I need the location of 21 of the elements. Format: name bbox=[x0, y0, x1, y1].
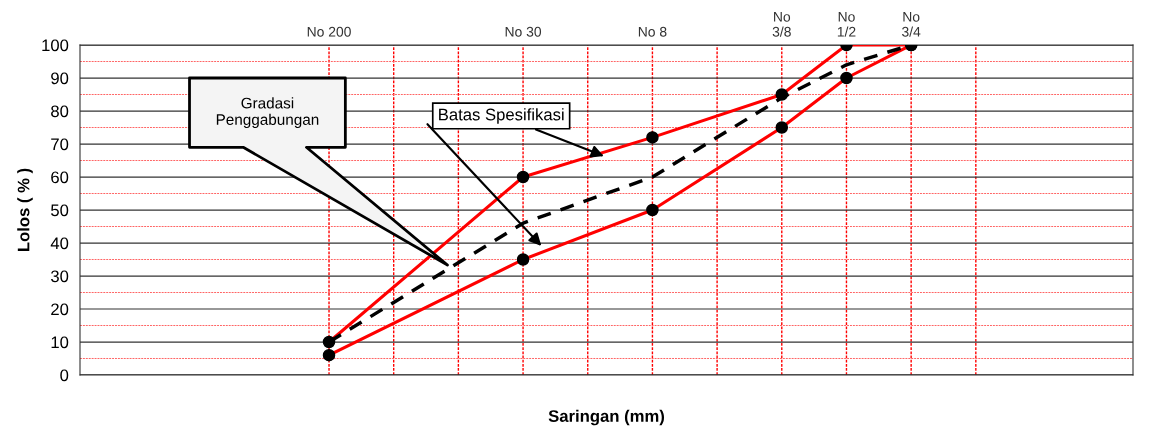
x-tick-label: No 3/8 bbox=[772, 12, 791, 37]
y-tick-label: 40 bbox=[50, 237, 69, 250]
y-tick-label: 100 bbox=[42, 39, 69, 52]
x-tick-label: No 1/2 bbox=[837, 12, 856, 37]
y-tick-label: 50 bbox=[51, 204, 69, 217]
y-tick-label: 30 bbox=[50, 270, 69, 283]
annotation: Gradasi Penggabungan bbox=[216, 97, 319, 128]
y-tick-label: 10 bbox=[51, 336, 69, 349]
y-tick-label: 20 bbox=[51, 303, 69, 316]
x-tick-label: No 8 bbox=[638, 26, 667, 37]
y-tick-label: 80 bbox=[51, 105, 69, 118]
y-tick-label: 60 bbox=[51, 171, 69, 184]
x-tick-label: No 30 bbox=[505, 26, 542, 37]
annotation: Batas Spesifikasi bbox=[439, 108, 564, 124]
y-tick-label: 70 bbox=[51, 138, 69, 151]
x-tick-label: No 3/4 bbox=[902, 12, 921, 37]
x-tick-label: No 200 bbox=[307, 26, 351, 37]
y-tick-label: 0 bbox=[60, 369, 69, 382]
y-tick-label: 90 bbox=[51, 72, 69, 85]
y-axis-title: Lolos ( % ) bbox=[17, 168, 33, 252]
x-axis-title: Saringan (mm) bbox=[548, 409, 665, 426]
